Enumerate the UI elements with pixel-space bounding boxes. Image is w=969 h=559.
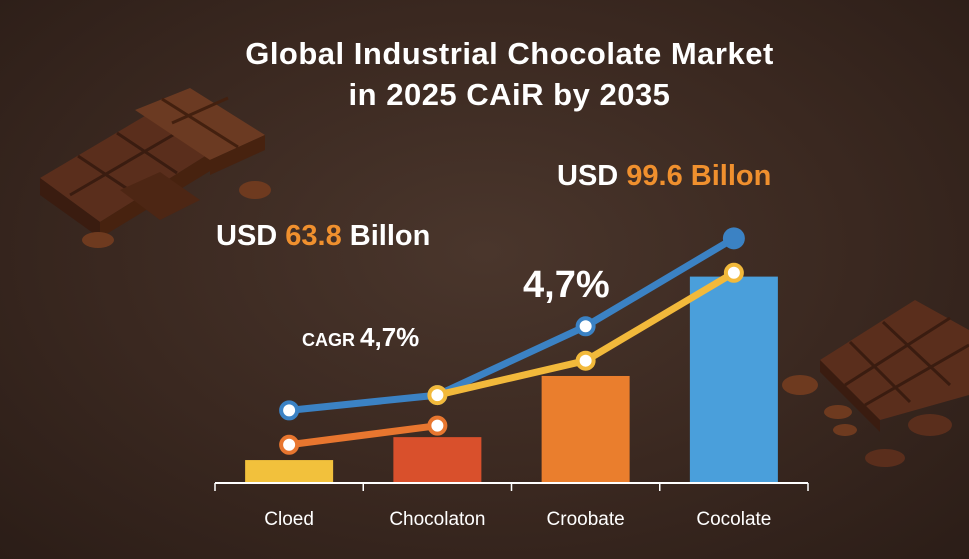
chocolate-bar-left-icon xyxy=(40,88,271,248)
callout-2025-value: 63.8 xyxy=(285,220,342,252)
trend-point xyxy=(427,415,448,436)
callout-2035-value: 99.6 Billon xyxy=(626,160,772,192)
x-tick-label: Cocolate xyxy=(696,509,771,530)
trend-line-2 xyxy=(285,422,441,449)
trend-point xyxy=(575,316,596,337)
chart-title-line2: in 2025 CAiR by 2035 xyxy=(348,77,671,112)
x-tick-label: Croobate xyxy=(547,509,625,530)
value-callout-2025: USD 63.8 Billon xyxy=(216,220,430,253)
trend-point xyxy=(279,400,300,421)
trend-point xyxy=(722,227,745,250)
x-tick-label: Chocolaton xyxy=(389,509,485,530)
cagr-big-annotation: 4,7% xyxy=(523,264,610,306)
bar-cloed xyxy=(245,460,334,483)
bar-chocolaton xyxy=(393,437,482,483)
x-tick-label: Cloed xyxy=(264,509,314,530)
value-callout-2035: USD 99.6 Billon xyxy=(557,160,771,193)
bar-croobate xyxy=(541,375,630,483)
chart-title-line1: Global Industrial Chocolate Market xyxy=(245,36,774,71)
cagr-value: 4,7% xyxy=(360,322,420,352)
callout-2025-prefix: USD xyxy=(216,220,286,252)
trend-point xyxy=(279,434,300,455)
trend-line-1 xyxy=(285,234,738,414)
callout-2035-prefix: USD xyxy=(557,160,627,192)
cagr-label: CAGR xyxy=(302,330,355,350)
bar-cocolate xyxy=(689,276,778,483)
callout-2025-suffix: Billon xyxy=(341,220,431,252)
chocolate-bar-right-icon xyxy=(782,300,969,467)
trend-point xyxy=(723,262,744,283)
cagr-annotation: CAGR 4,7% xyxy=(302,322,419,353)
trend-point xyxy=(427,385,448,406)
trend-point xyxy=(575,350,596,371)
